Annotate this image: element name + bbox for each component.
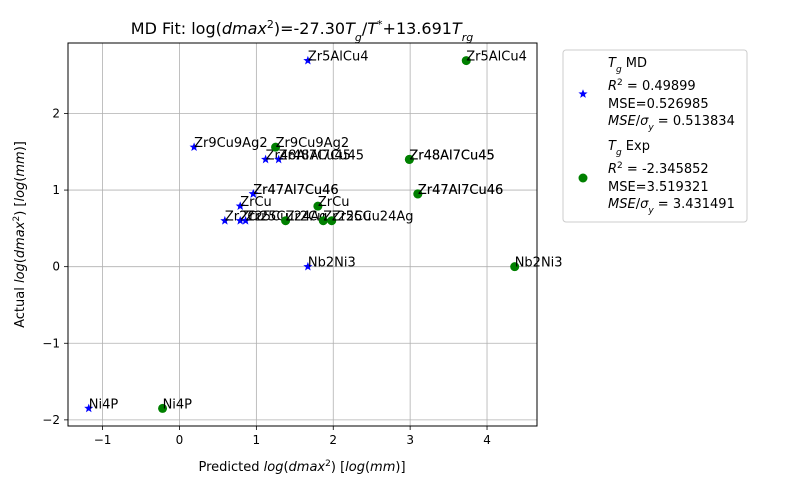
point-label: Zr2Cu: [225, 210, 265, 225]
point-star: [220, 215, 230, 225]
plot-area-frame: [67, 42, 538, 427]
chart-title: MD Fit: log(dmax2)=-27.30Tg/T*+13.691Trg: [131, 18, 473, 44]
point-circle: [461, 56, 471, 66]
point-label: Nb2Ni3: [308, 256, 356, 271]
point-circle: [281, 216, 291, 226]
y-axis-label: Actual log(dmax2) [log(mm)]: [12, 141, 28, 328]
x-tick-label: 3: [406, 433, 414, 447]
x-tick-label: 4: [483, 433, 491, 447]
legend-circle-marker: [578, 173, 588, 183]
x-tick-label: −1: [94, 433, 112, 447]
point-label: Ni4P: [89, 397, 119, 412]
y-tick-label: −1: [42, 336, 60, 350]
point-circle: [271, 142, 281, 152]
x-tick-label: 1: [253, 433, 261, 447]
x-tick-label: 2: [329, 433, 337, 447]
point-circle: [404, 154, 414, 164]
point-label: Zr48Al7Cu45: [409, 148, 494, 163]
legend-series-md-mse: MSE=0.526985: [608, 97, 709, 112]
point-star: [303, 261, 313, 271]
point-label: Nb2Ni3: [515, 256, 563, 271]
y-tick-label: −2: [42, 413, 60, 427]
point-label: Zr48Al7Cu45: [279, 148, 364, 163]
legend-series-exp-mse: MSE=3.519321: [608, 180, 709, 195]
axis-ticks: −1 0 1 2 3 4 −2 −1 0 1 2: [42, 106, 491, 447]
legend: Tg MD R2 = 0.49899 MSE=0.526985 MSE/σy =…: [562, 49, 748, 223]
point-circle: [510, 262, 520, 272]
legend-star-marker: [578, 89, 588, 98]
point-label: Zr48Al7Cu45: [409, 148, 494, 163]
point-label: Zr47Al7Cu46: [418, 183, 503, 198]
series-tg-md: Zr5AlCu4Zr9Cu9Ag2Zr48Al7Cu45Zr48Al7Cu45Z…: [84, 50, 369, 413]
legend-series-md-mse-sigma: MSE/σy = 0.513834: [608, 114, 735, 133]
point-star: [241, 215, 251, 225]
point-star: [248, 189, 258, 198]
point-circle: [327, 216, 337, 226]
series-tg-exp: Zr5AlCu4Zr9Cu9Ag2Zr48Al7Cu45Zr48Al7Cu45Z…: [158, 50, 563, 413]
data-points: Zr5AlCu4Zr9Cu9Ag2Zr48Al7Cu45Zr48Al7Cu45Z…: [84, 50, 563, 413]
point-circle: [413, 189, 423, 199]
point-label: Zr5AlCu4: [466, 50, 527, 65]
x-axis-label: Predicted log(dmax2) [log(mm)]: [198, 459, 405, 475]
point-label: Zr9Cu9Ag2: [194, 136, 268, 151]
point-label: Zr47Al7Cu46: [253, 183, 338, 198]
point-star: [235, 215, 245, 225]
point-star: [274, 154, 284, 164]
legend-frame: [562, 49, 748, 223]
point-star: [303, 55, 313, 65]
y-tick-label: 1: [52, 183, 60, 197]
point-label: Zr47Al7Cu46: [418, 183, 503, 198]
point-star: [235, 201, 245, 211]
point-label: Zr5AlCu4: [308, 50, 369, 65]
point-circle: [158, 403, 168, 413]
y-tick-label: 0: [52, 260, 60, 274]
point-label: ZrCu: [318, 195, 350, 210]
point-circle: [313, 201, 323, 211]
point-star: [189, 142, 199, 152]
point-label: Zr48Al7Cu45: [266, 148, 351, 163]
point-label: Zr25Cu24Ag: [332, 210, 414, 225]
point-label: ZrCu: [240, 195, 272, 210]
point-star: [84, 403, 94, 413]
point-label: Zr25Cu: [240, 210, 288, 225]
point-star: [261, 154, 271, 164]
grid-lines: [68, 43, 537, 426]
point-label: Ni4P: [163, 397, 193, 412]
point-label: Zr9Cu9Ag2: [276, 136, 350, 151]
legend-series-exp-r2: R2 = -2.345852: [608, 161, 709, 177]
legend-series-exp-mse-sigma: MSE/σy = 3.431491: [608, 197, 735, 216]
y-tick-label: 2: [52, 106, 60, 120]
point-circle: [318, 216, 328, 226]
point-label: Zr47Al7Cu46: [253, 183, 338, 198]
x-tick-label: 0: [176, 433, 184, 447]
point-label: Zr2Cu: [286, 210, 326, 225]
legend-series-md-r2: R2 = 0.49899: [608, 78, 696, 94]
